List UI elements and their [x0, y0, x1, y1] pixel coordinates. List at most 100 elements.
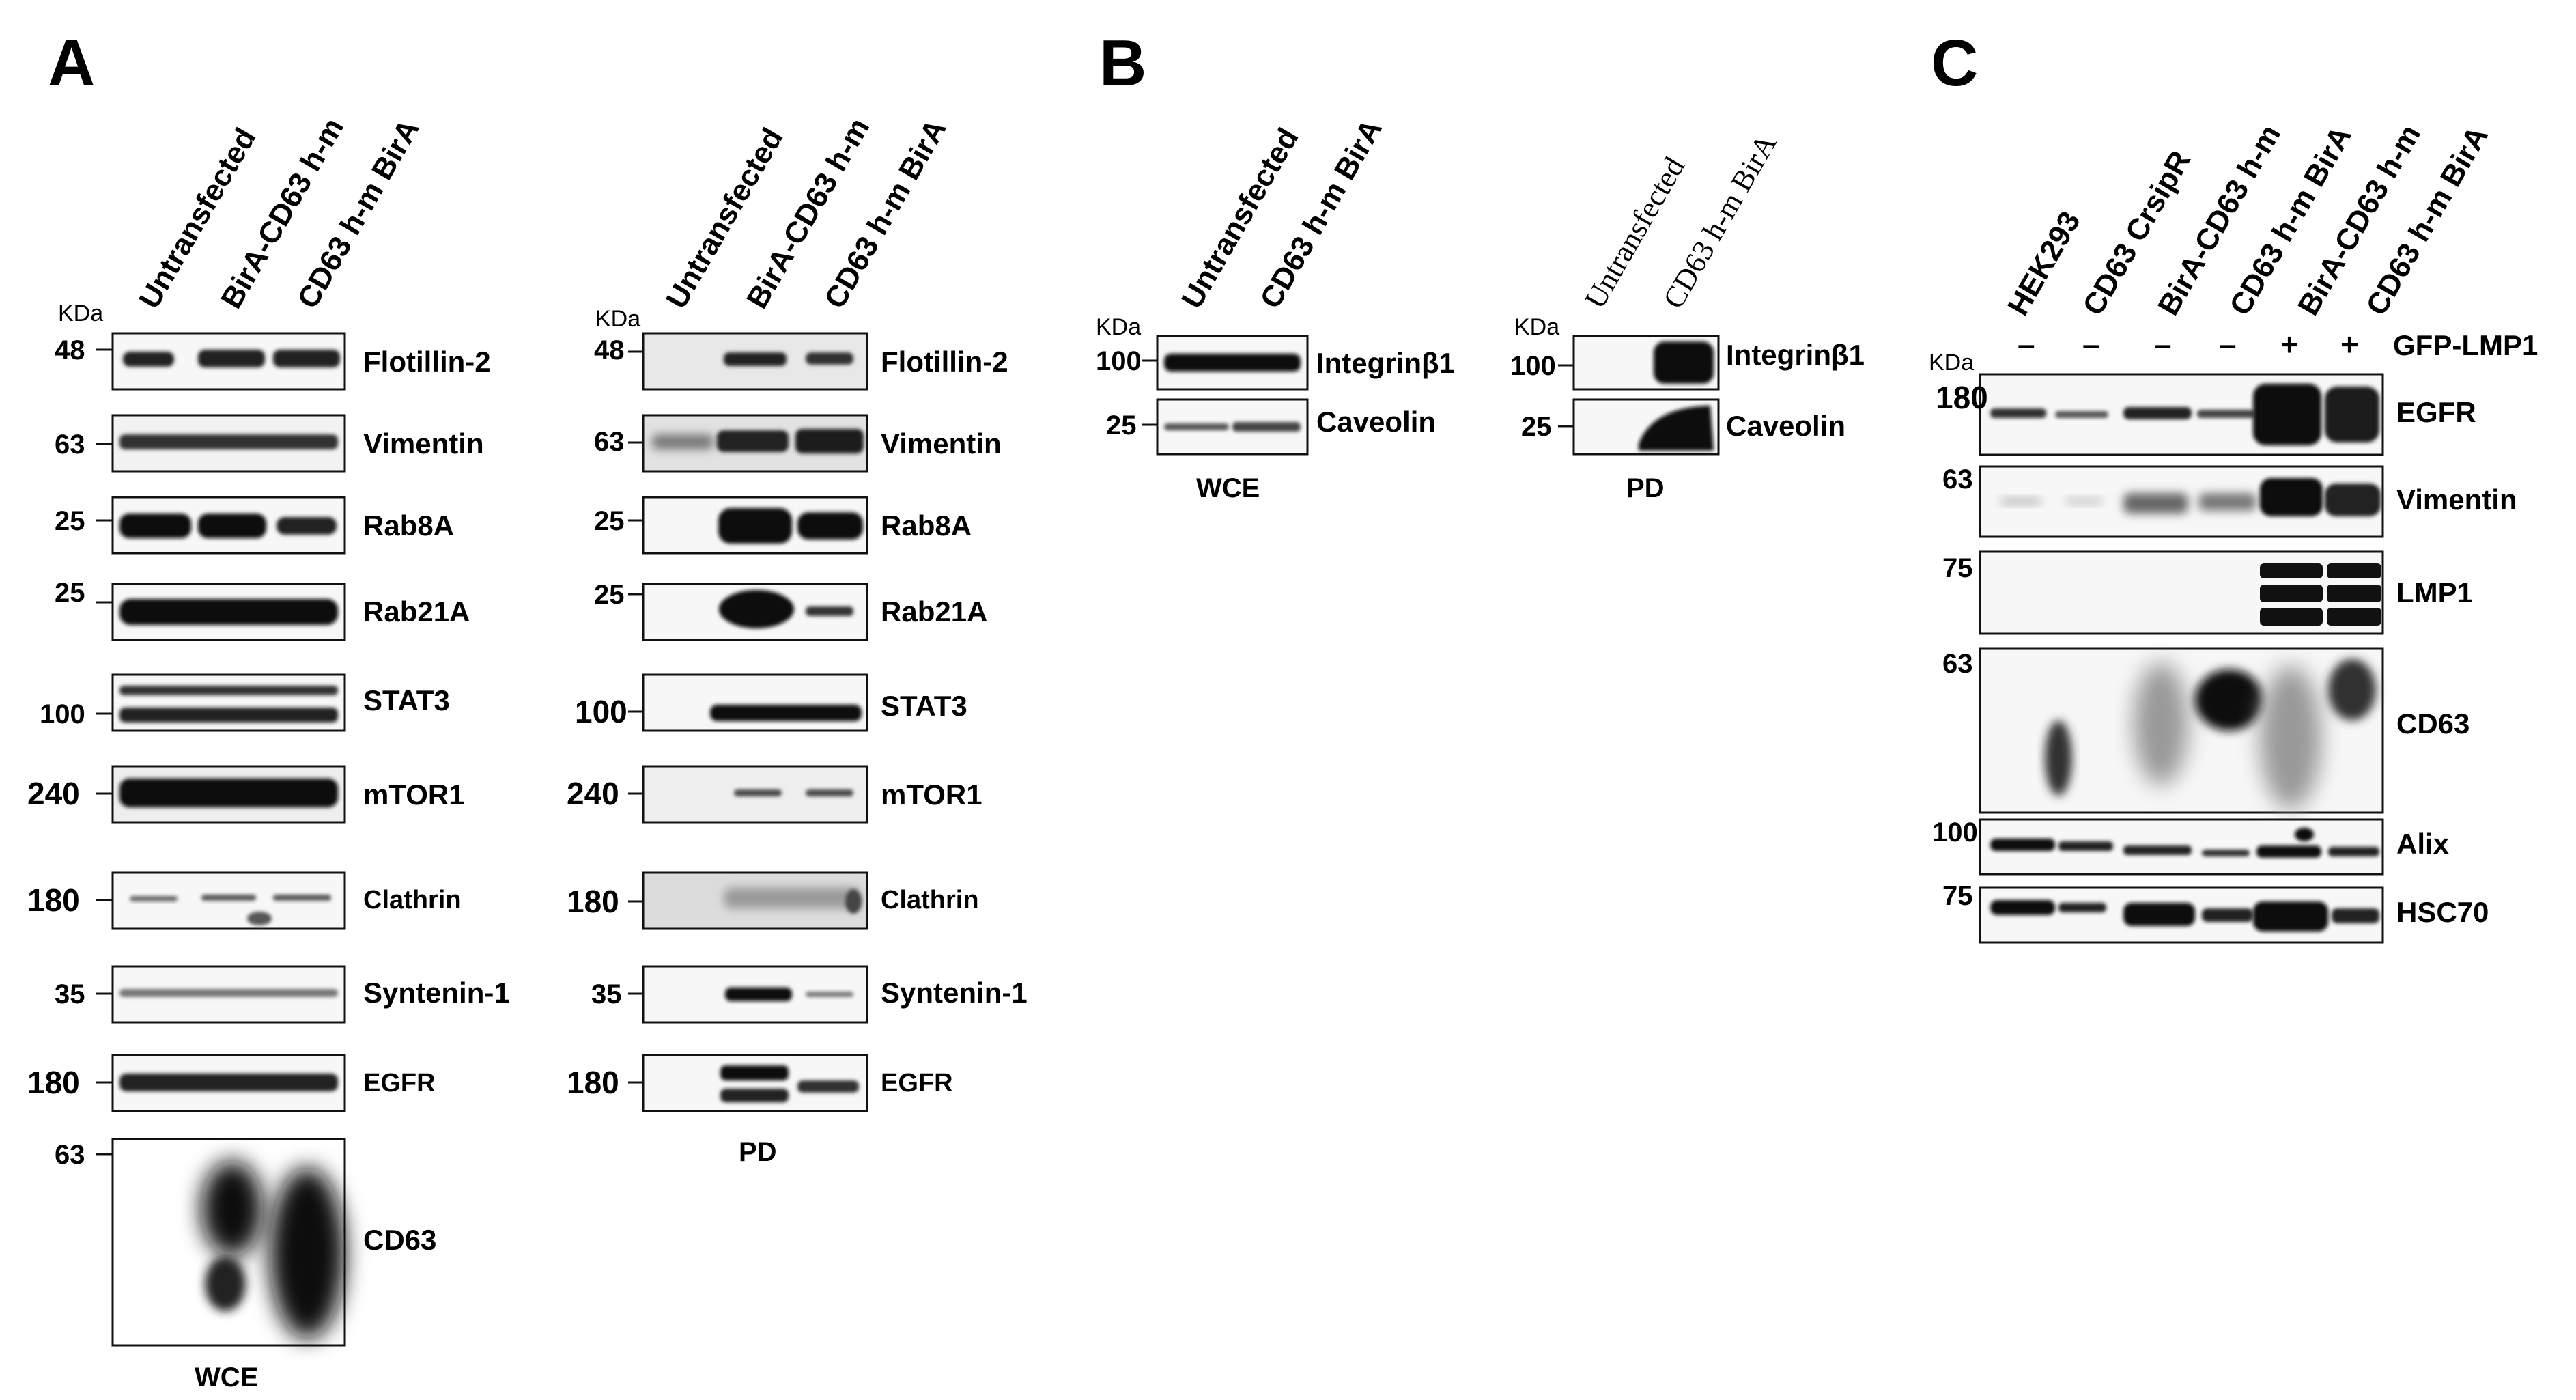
a-wce-protein-4: Rab21A: [363, 596, 470, 628]
b-wce-protein-2: Caveolin: [1316, 406, 1436, 438]
a-wce-blot-rab8a: [111, 496, 346, 555]
c-protein-3: LMP1: [2396, 576, 2473, 608]
a-wce-blot-flotillin-2: [111, 332, 346, 391]
b-pd-protein-1: Integrinβ1: [1726, 339, 1865, 371]
b-pd-footer: PD: [1626, 473, 1665, 503]
a-wce-blot-vimentin: [111, 414, 346, 473]
b-pd-mw-2: 25: [1521, 412, 1552, 442]
a-wce-protein-10: CD63: [363, 1224, 436, 1256]
b-pd-blot-caveolin: [1572, 398, 1720, 456]
c-gfp-label: GFP-LMP1: [2393, 329, 2538, 361]
a-wce-protein-1: Flotillin-2: [363, 346, 491, 378]
a-wce-mw-10: 63: [55, 1140, 85, 1170]
c-gfp-sign-2: –: [2082, 326, 2100, 362]
a-pd-protein-9: EGFR: [881, 1069, 953, 1097]
c-mw-5: 100: [1932, 817, 1978, 848]
a-wce-blot-rab21a: [111, 583, 346, 641]
a-wce-mw-9: 180: [27, 1065, 80, 1100]
a-pd-blot-vimentin: [642, 414, 868, 473]
a-wce-protein-2: Vimentin: [363, 428, 484, 460]
a-wce-protein-9: EGFR: [363, 1069, 436, 1097]
c-mw-6: 75: [1942, 881, 1973, 911]
a-wce-protein-8: Syntenin-1: [363, 977, 510, 1009]
a-pd-blot-stat3: [642, 673, 868, 732]
a-pd-mw-9: 180: [567, 1065, 619, 1100]
b-pd-mw-1: 100: [1510, 351, 1556, 381]
c-gfp-sign-3: –: [2154, 326, 2172, 362]
a-pd-protein-7: Clathrin: [881, 886, 979, 914]
b-pd-kda-label: KDa: [1514, 314, 1559, 340]
a-wce-blot-stat3: [111, 673, 346, 732]
panel-letter-b: B: [1099, 27, 1146, 100]
a-pd-mw-4: 25: [594, 580, 625, 610]
a-pd-mw-7: 180: [567, 884, 619, 919]
a-wce-mw-1: 48: [55, 335, 85, 365]
a-pd-protein-5: STAT3: [881, 690, 967, 722]
a-wce-footer: WCE: [195, 1362, 258, 1392]
b-wce-protein-1: Integrinβ1: [1316, 347, 1455, 379]
a-pd-mw-6: 240: [567, 776, 619, 811]
a-pd-protein-4: Rab21A: [881, 596, 987, 628]
c-mw-4: 63: [1942, 649, 1973, 679]
c-blot-lmp1: [1979, 550, 2384, 635]
c-gfp-sign-5: +: [2280, 326, 2299, 362]
c-gfp-sign-1: –: [2018, 326, 2035, 362]
c-blot-egfr: [1979, 373, 2384, 456]
c-blot-hsc70: [1979, 886, 2384, 944]
c-blot-alix: [1979, 818, 2384, 876]
a-wce-blot-egfr: [111, 1054, 346, 1112]
c-kda-label: KDa: [1929, 350, 1974, 376]
c-blot-vimentin: [1979, 465, 2384, 538]
a-wce-mw-markers: 48 63 25 25 100 240 180 35 180 63: [27, 335, 113, 1170]
a-pd-mw-8: 35: [591, 979, 622, 1009]
b-wce-kda-label: KDa: [1096, 314, 1141, 340]
c-gfp-sign-6: +: [2340, 326, 2359, 362]
a-wce-kda-label: KDa: [58, 300, 103, 326]
a-wce-blot-mtor1: [111, 765, 346, 824]
a-wce-mw-8: 35: [55, 979, 85, 1009]
a-pd-protein-8: Syntenin-1: [881, 977, 1028, 1009]
c-protein-1: EGFR: [2396, 396, 2476, 428]
c-blot-cd63: [1979, 647, 2384, 814]
a-wce-mw-7: 180: [27, 882, 80, 918]
c-protein-5: Alix: [2396, 828, 2450, 860]
a-wce-blot-clathrin: [111, 871, 346, 930]
a-pd-protein-6: mTOR1: [881, 779, 982, 811]
a-pd-mw-1: 48: [594, 335, 625, 365]
c-protein-6: HSC70: [2396, 896, 2489, 928]
c-lane-label-1: HEK293: [2001, 206, 2087, 321]
b-pd-blot-integrinb1: [1572, 335, 1720, 391]
b-wce-blot-caveolin: [1156, 398, 1309, 456]
a-pd-mw-markers: 48 63 25 25 100 240 180 35 180: [567, 335, 643, 1100]
a-pd-kda-label: KDa: [595, 306, 640, 332]
a-pd-protein-2: Vimentin: [881, 428, 1002, 460]
c-protein-4: CD63: [2396, 708, 2469, 740]
a-pd-protein-3: Rab8A: [881, 509, 972, 542]
a-pd-blot-syntenin-1: [642, 965, 868, 1024]
a-pd-blot-rab21a: [642, 583, 868, 641]
a-wce-mw-6: 240: [27, 776, 80, 811]
a-wce-mw-4: 25: [55, 578, 85, 608]
a-wce-mw-5: 100: [40, 699, 85, 729]
c-gfp-sign-4: –: [2219, 326, 2237, 362]
a-wce-blot-cd63: [111, 1138, 346, 1347]
a-wce-mw-3: 25: [55, 506, 85, 536]
a-wce-protein-6: mTOR1: [363, 779, 465, 811]
a-wce-protein-7: Clathrin: [363, 886, 462, 914]
b-wce-mw-1: 100: [1096, 346, 1142, 376]
b-wce-footer: WCE: [1196, 473, 1260, 503]
a-wce-protein-5: STAT3: [363, 684, 450, 716]
c-mw-2: 63: [1942, 464, 1973, 494]
c-mw-3: 75: [1942, 553, 1973, 583]
a-pd-protein-1: Flotillin-2: [881, 346, 1008, 378]
a-pd-mw-3: 25: [594, 506, 625, 536]
a-pd-blot-rab8a: [642, 496, 868, 555]
c-mw-1: 180: [1936, 380, 1988, 415]
a-pd-blot-flotillin-2: [642, 332, 868, 391]
c-protein-2: Vimentin: [2396, 484, 2517, 516]
b-wce-blot-integrinb1: [1156, 335, 1309, 391]
a-pd-blot-egfr: [642, 1054, 868, 1112]
c-mw-markers: 180 63 75 63 100 75: [1932, 380, 1988, 911]
a-pd-blot-clathrin: [642, 871, 868, 930]
a-pd-blot-mtor1: [642, 765, 868, 824]
